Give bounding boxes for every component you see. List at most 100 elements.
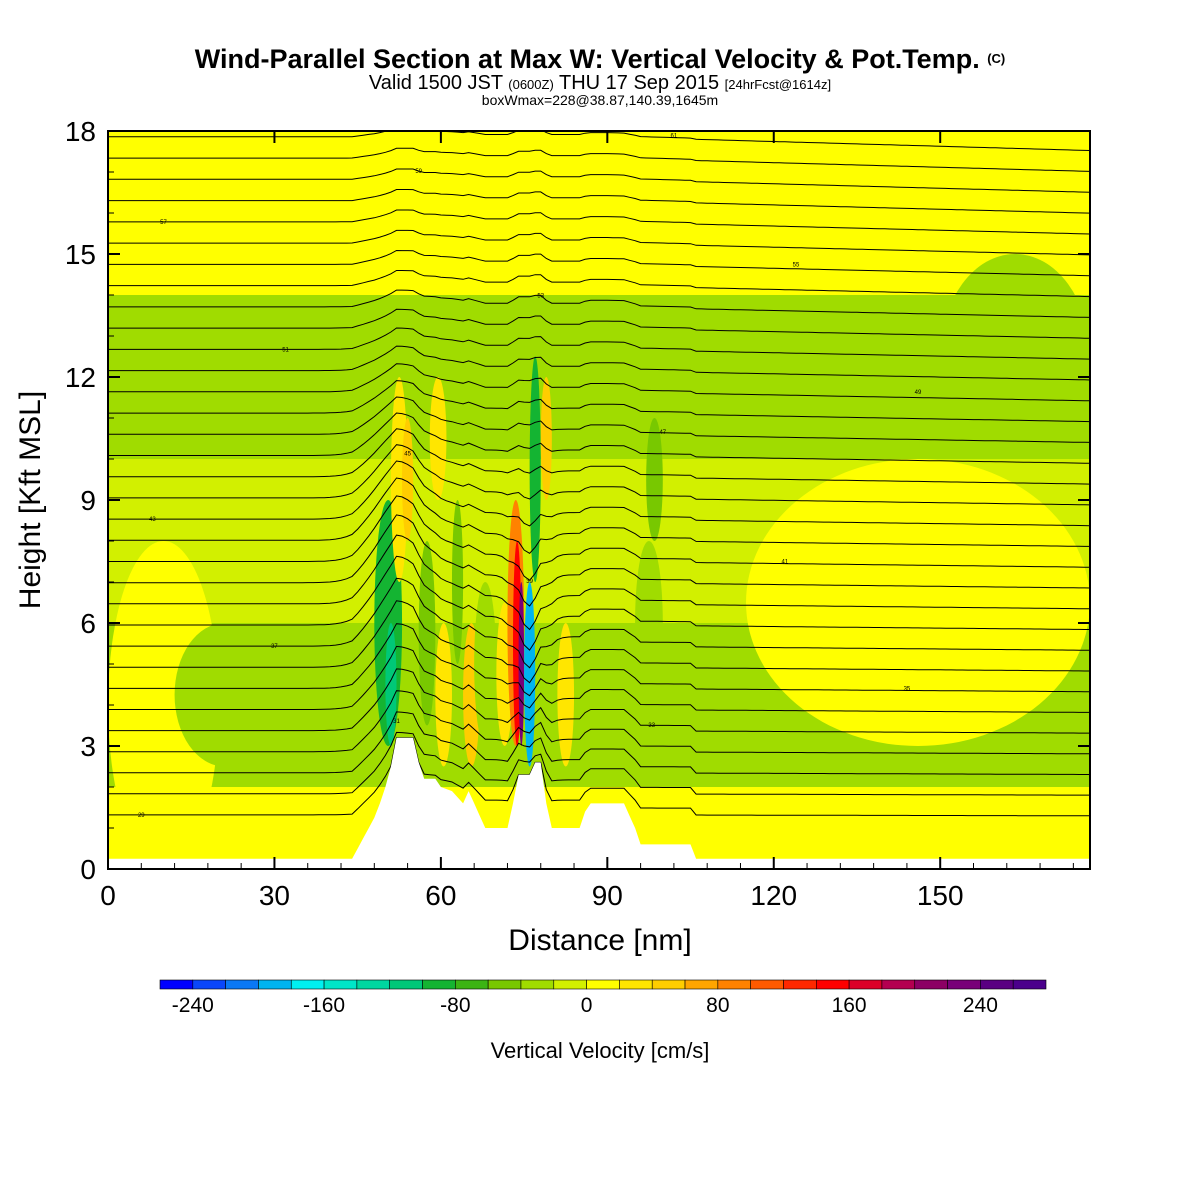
w-cell	[540, 377, 552, 500]
colorbar-swatch	[717, 979, 751, 990]
vertical-velocity-field	[108, 131, 1090, 869]
theta-contour	[108, 444, 1090, 506]
colorbar-swatch	[455, 979, 489, 990]
theta-contour	[108, 229, 1090, 256]
theta-contour	[108, 308, 1090, 339]
colorbar-tick-label: 240	[963, 994, 998, 1017]
theta-contour-label: 41	[782, 559, 789, 565]
theta-contour	[108, 412, 1090, 464]
terrain	[108, 737, 1090, 869]
theta-contour	[108, 131, 1090, 151]
theta-contour-label: 29	[138, 813, 145, 819]
colorbar-swatch	[356, 979, 391, 990]
theta-contour	[108, 495, 1090, 581]
valid-time-text: Valid 1500 JST	[368, 72, 503, 94]
colorbar-label: Vertical Velocity [cm/s]	[491, 1038, 710, 1063]
y-tick-label: 15	[65, 239, 96, 270]
w-cell	[451, 500, 464, 664]
colorbar-swatch	[619, 979, 653, 990]
theta-contour	[108, 600, 1090, 684]
x-tick-label: 0	[100, 880, 116, 911]
y-tick-label: 6	[80, 608, 96, 639]
w-cell	[524, 582, 536, 767]
colorbar-swatch	[947, 979, 981, 990]
theta-contour-label: 31	[393, 719, 400, 725]
colorbar-swatch	[290, 979, 325, 990]
theta-contour	[108, 668, 1090, 734]
colorbar-tick-label: -80	[440, 994, 470, 1017]
theta-contour	[108, 577, 1090, 669]
theta-contour	[108, 363, 1090, 402]
theta-contour	[108, 460, 1090, 527]
colorbar-swatch	[553, 979, 587, 990]
colorbar-swatch	[848, 979, 883, 990]
theta-contour	[108, 428, 1090, 485]
colorbar-swatch	[684, 979, 719, 990]
theta-contour	[108, 731, 1090, 796]
colorbar-tick-label: -240	[172, 994, 214, 1017]
w-cell	[746, 459, 1090, 746]
y-tick-label: 12	[65, 362, 96, 393]
y-tick-label: 3	[80, 731, 96, 762]
w-cell	[435, 623, 452, 767]
x-axis-label: Distance [nm]	[508, 924, 691, 957]
theta-contour-label: 39	[526, 579, 533, 585]
colorbar-swatch	[422, 979, 456, 990]
theta-contour-label: 49	[915, 390, 922, 396]
colorbar-swatch	[192, 979, 226, 990]
theta-contour-label: 35	[904, 686, 911, 692]
theta-contour-label: 59	[415, 169, 422, 175]
w-cell	[108, 541, 219, 869]
theta-contour	[108, 711, 1090, 775]
theta-contour	[108, 514, 1090, 607]
theta-contour	[108, 477, 1090, 554]
theta-contour-label: 55	[793, 262, 800, 268]
theta-contour	[108, 737, 1090, 817]
colorbar-swatch	[980, 979, 1014, 990]
theta-contour-label: 53	[537, 293, 544, 299]
w-cell	[940, 254, 1090, 459]
y-tick-label: 9	[80, 485, 96, 516]
theta-contour-label: 33	[648, 723, 655, 729]
axes: 0 30 60 90 120 150 0 3 6 9 12 15 18	[65, 116, 1090, 911]
w-cell	[646, 418, 663, 541]
theta-contour	[108, 209, 1090, 235]
colorbar-swatch	[487, 979, 522, 990]
colorbar-swatch	[881, 979, 916, 990]
potential-temperature-contours: 29 31 33 35 37 39 41 43 45 47 49 51 53 55 57 59 61	[108, 131, 1090, 819]
theta-contour	[108, 345, 1090, 381]
w-cell	[390, 377, 408, 582]
theta-contour	[108, 270, 1090, 298]
colorbar-swatch	[586, 979, 620, 990]
colorbar-swatch	[815, 979, 850, 990]
theta-contour	[108, 555, 1090, 651]
chart-subtitle-box: boxWmax=228@38.87,140.39,1645m	[481, 92, 719, 108]
theta-contour-label: 45	[404, 452, 411, 458]
w-cell	[474, 582, 497, 746]
x-tick-label: 90	[592, 880, 623, 911]
theta-contour	[108, 249, 1090, 277]
theta-contour	[108, 396, 1090, 443]
w-cell	[557, 623, 575, 767]
theta-contour-label: 57	[160, 220, 167, 226]
colorbar-swatch	[1012, 979, 1047, 990]
theta-contour	[108, 189, 1090, 214]
chart-title-text: Wind-Parallel Section at Max W: Vertical…	[194, 44, 980, 74]
theta-contour	[108, 534, 1090, 631]
theta-contour	[108, 380, 1090, 423]
w-cell	[174, 623, 275, 767]
valid-time-utc: (0600Z)	[508, 77, 554, 92]
terrain-profile	[108, 737, 1090, 869]
x-tick-label: 150	[917, 880, 964, 911]
y-axis-label: Height [Kft MSL]	[14, 391, 47, 609]
colorbar-swatch	[389, 979, 423, 990]
w-cell	[518, 582, 525, 746]
colorbar-swatch	[914, 979, 948, 990]
x-tick-label: 120	[750, 880, 797, 911]
theta-contour-label: 43	[149, 517, 156, 523]
w-cell	[429, 377, 447, 500]
w-cell	[635, 541, 663, 705]
colorbar-tick-label: 80	[706, 994, 729, 1017]
colorbar-swatch	[520, 979, 555, 990]
